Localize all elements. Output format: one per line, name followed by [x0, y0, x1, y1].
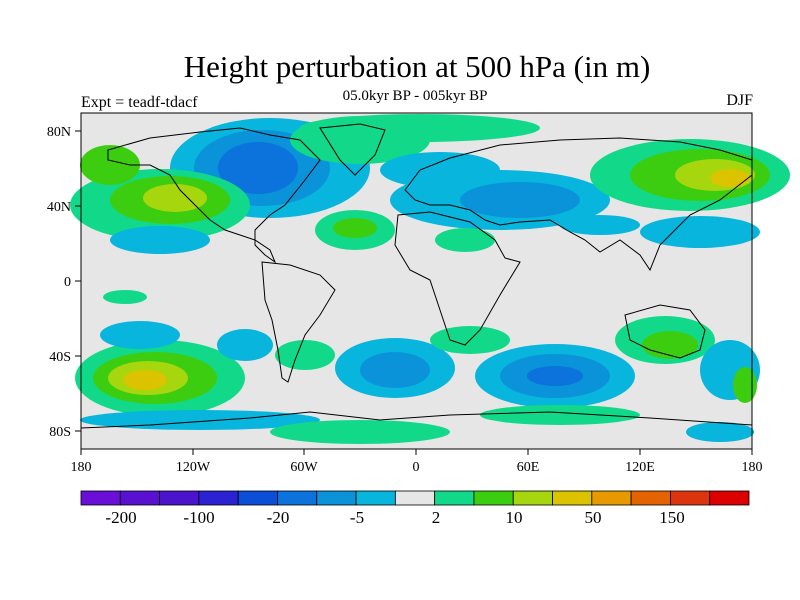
contour-fill	[103, 290, 147, 304]
contour-fill	[642, 331, 698, 359]
contour-fill	[217, 329, 273, 361]
contour-fill	[435, 228, 495, 252]
lon-label: 0	[413, 460, 420, 475]
colorbar-label: 50	[585, 508, 602, 527]
contour-fill-layer	[70, 114, 790, 444]
coastline-australia	[624, 304, 706, 359]
colorbar-box	[512, 490, 553, 506]
contour-fill	[640, 216, 760, 248]
colorbar-label: -5	[350, 508, 364, 527]
contour-fill	[270, 420, 450, 444]
colorbar-label: 2	[432, 508, 441, 527]
colorbar	[80, 490, 750, 506]
colorbar-box	[80, 490, 121, 506]
colorbar-box	[473, 490, 514, 506]
coastline-africa	[394, 211, 521, 346]
contour-fill	[527, 366, 583, 386]
lon-label: 60E	[517, 460, 540, 475]
page-title: Height perturbation at 500 hPa (in m)	[183, 49, 651, 84]
coastline-eurasia	[404, 137, 753, 272]
map-panel: 80N 40N 0 40S 80S 180 120W 60W 0 60E 120…	[47, 112, 790, 475]
contour-fill	[300, 114, 540, 142]
subtitle: 05.0kyr BP - 005kyr BP	[342, 88, 488, 104]
lon-label: 120W	[176, 460, 211, 475]
contour-fill	[143, 184, 207, 212]
colorbar-box	[670, 490, 711, 506]
colorbar-box	[394, 490, 436, 506]
lon-label: 120E	[625, 460, 655, 475]
lon-label: 180	[742, 460, 763, 475]
colorbar-label: 150	[659, 508, 685, 527]
colorbar-label: -100	[183, 508, 214, 527]
lat-axis: 80N 40N 0 40S 80S	[47, 125, 81, 440]
contour-fill	[123, 370, 167, 390]
contour-fill	[80, 145, 140, 185]
lat-label: 40N	[47, 200, 71, 215]
lon-axis: 180 120W 60W 0 60E 120E 180	[71, 449, 763, 475]
lon-label: 180	[71, 460, 92, 475]
colorbar-box	[198, 490, 239, 506]
contour-fill	[686, 422, 754, 442]
colorbar-box	[316, 490, 357, 506]
lon-label: 60W	[290, 460, 318, 475]
colorbar-box	[355, 490, 396, 506]
lat-label: 80N	[47, 125, 71, 140]
colorbar-box	[709, 490, 750, 506]
contour-fill	[560, 215, 640, 235]
contour-fill	[360, 352, 430, 388]
contour-fill	[710, 169, 750, 187]
contour-fill	[733, 367, 757, 403]
colorbar-box	[434, 490, 475, 506]
contour-fill	[110, 226, 210, 254]
coastlines	[80, 123, 753, 429]
experiment-label: Expt = teadf-tdacf	[81, 94, 198, 111]
lat-label: 80S	[49, 425, 71, 440]
contour-fill	[460, 182, 580, 218]
lat-label: 40S	[49, 350, 71, 365]
contour-fill	[333, 218, 377, 238]
colorbar-labels: -200 -100 -20 -5 2 10 50 150	[105, 508, 684, 527]
colorbar-label: 10	[506, 508, 523, 527]
colorbar-box	[277, 490, 318, 506]
colorbar-box	[119, 490, 160, 506]
colorbar-label: -200	[105, 508, 136, 527]
season-label: DJF	[726, 92, 753, 109]
contour-fill	[480, 405, 640, 425]
contour-fill	[275, 340, 335, 370]
contour-fill	[218, 142, 298, 194]
coastline-south-america	[261, 261, 336, 383]
lat-label: 0	[64, 275, 71, 290]
coastline-greenland	[319, 123, 386, 176]
coastline-antarctica	[80, 411, 753, 429]
colorbar-box	[591, 490, 632, 506]
colorbar-box	[237, 490, 278, 506]
colorbar-box	[630, 490, 671, 506]
colorbar-label: -20	[267, 508, 290, 527]
colorbar-box	[552, 490, 593, 506]
contour-fill	[100, 321, 180, 349]
colorbar-box	[159, 490, 200, 506]
coastline-north-america	[107, 127, 321, 264]
contour-fill	[380, 152, 500, 188]
